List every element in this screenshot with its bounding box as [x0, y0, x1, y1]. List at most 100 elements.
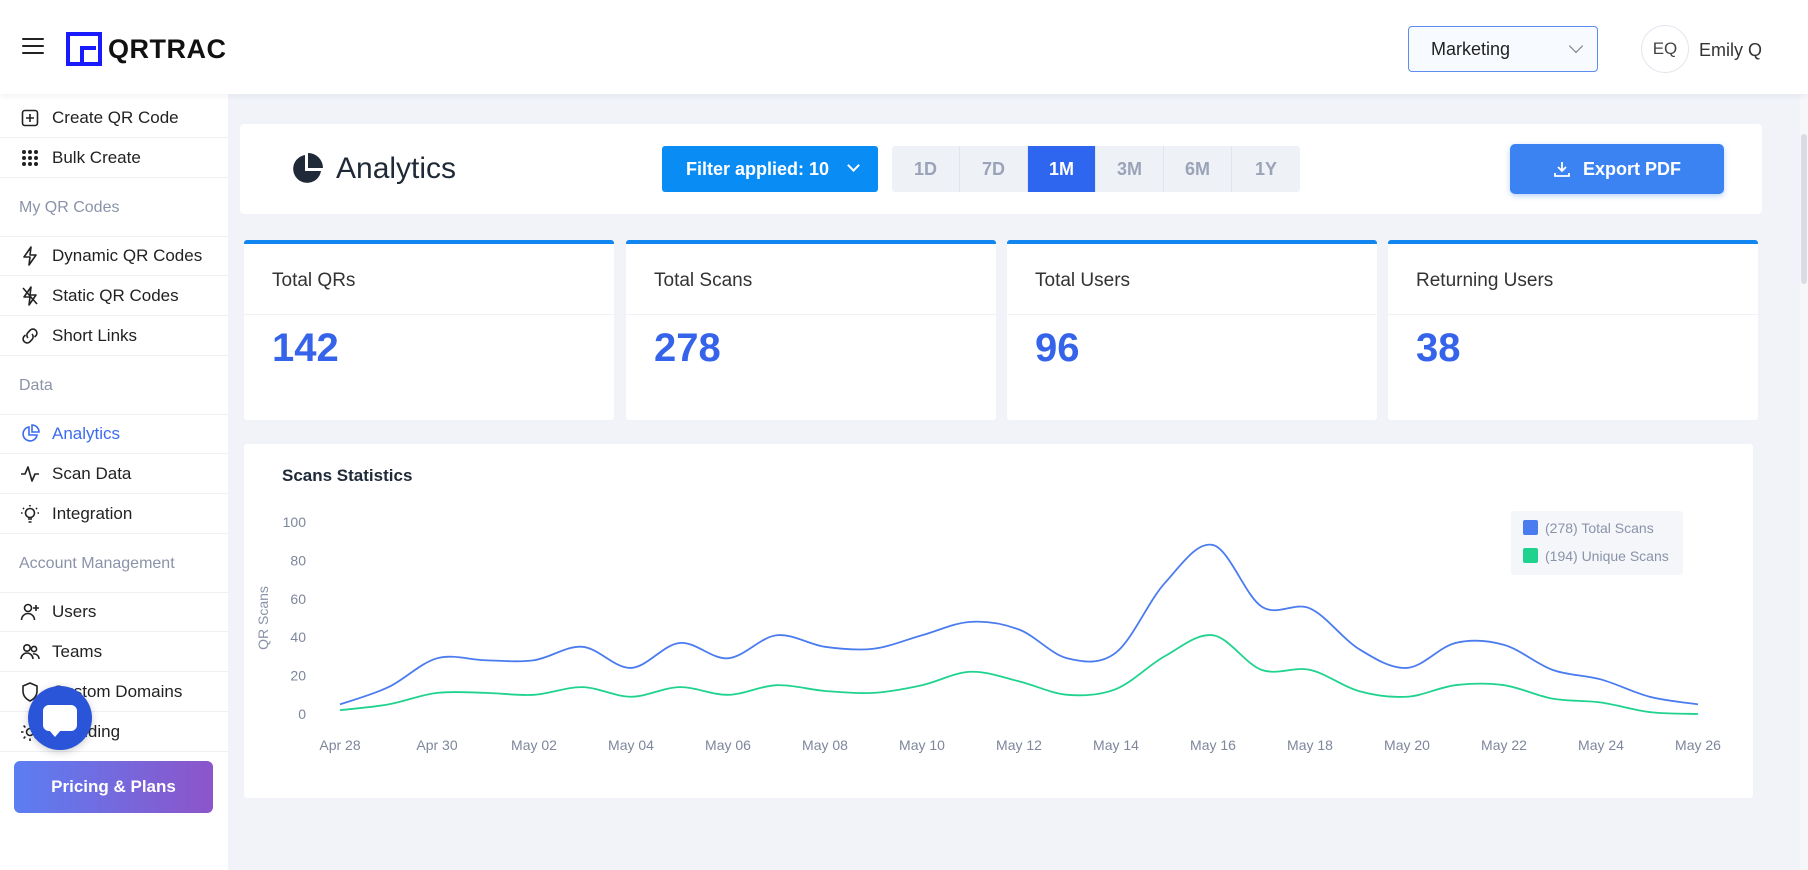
avatar[interactable]: EQ: [1641, 25, 1689, 73]
sidebar-item-label: Scan Data: [52, 463, 132, 483]
sidebar-item-teams[interactable]: Teams: [0, 632, 228, 672]
y-tick-label: 80: [290, 552, 306, 568]
chevron-down-icon: [847, 159, 860, 172]
x-tick-label: May 02: [511, 737, 557, 753]
sidebar-item-label: Dynamic QR Codes: [52, 246, 203, 265]
legend-entry: (278) Total Scans: [1545, 520, 1654, 536]
shield-icon: [20, 681, 40, 702]
section-account-management: Account Management: [19, 555, 175, 572]
sidebar-item-analytics[interactable]: Analytics: [0, 414, 228, 454]
y-tick-label: 40: [290, 629, 306, 645]
stat-value: 278: [654, 326, 721, 370]
plus-square-icon: [20, 108, 40, 128]
activity-icon: [20, 464, 40, 484]
stat-value: 38: [1416, 326, 1461, 370]
range-1d-button[interactable]: 1D: [892, 146, 960, 192]
stat-label: Total Users: [1035, 270, 1131, 291]
range-1y-button[interactable]: 1Y: [1254, 158, 1278, 179]
range-6m-button[interactable]: 6M: [1164, 146, 1232, 192]
logo-text: QRTRAC: [108, 33, 227, 64]
sidebar-item-integration[interactable]: Integration: [0, 494, 228, 534]
y-tick-label: 0: [298, 706, 306, 722]
lightning-icon: [20, 246, 40, 266]
section-my-qr-codes: My QR Codes: [19, 199, 120, 216]
legend-swatch: [1523, 548, 1538, 563]
range-7d-button[interactable]: 7D: [960, 146, 1028, 192]
chat-bubble-icon[interactable]: [28, 686, 92, 750]
series-line-total-scans: [339, 543, 1699, 706]
stat-value: 96: [1035, 326, 1080, 370]
user-name[interactable]: Emily Q: [1699, 40, 1762, 60]
avatar-initials: EQ: [1652, 39, 1678, 58]
range-3m-button[interactable]: 3M: [1096, 146, 1164, 192]
x-tick-label: May 04: [608, 737, 654, 753]
sidebar-item-short-links[interactable]: Short Links: [0, 316, 228, 356]
export-pdf-button[interactable]: Export PDF: [1510, 144, 1724, 194]
sidebar-item-custom-domains[interactable]: Custom Domains: [0, 672, 228, 712]
stat-label: Total Scans: [654, 270, 753, 291]
menu-icon[interactable]: [22, 38, 44, 54]
sidebar-item-label: Static QR Codes: [52, 285, 179, 305]
filter-dropdown-button[interactable]: Filter applied: 10: [662, 146, 878, 192]
top-header: QRTRAC Marketing EQ Emily Q: [0, 0, 1808, 94]
x-tick-label: May 14: [1093, 737, 1139, 753]
stat-card-returning-users: Returning Users 38: [1388, 240, 1758, 420]
pie-chart-icon: [293, 153, 323, 183]
x-tick-label: May 20: [1384, 737, 1430, 753]
x-tick-label: May 12: [996, 737, 1042, 753]
stat-value: 142: [272, 326, 339, 370]
analytics-toolbar: Analytics Filter applied: 10 1D 7D 1M 3M…: [240, 124, 1762, 214]
download-icon: [1554, 162, 1570, 177]
stat-card-total-qrs: Total QRs 142: [244, 240, 614, 420]
page-scrollbar[interactable]: [1800, 94, 1808, 870]
workspace-select[interactable]: Marketing: [1408, 26, 1598, 72]
sidebar-item-dynamic-qr-codes[interactable]: Dynamic QR Codes: [0, 236, 228, 276]
sidebar-item-label: Users: [52, 602, 97, 621]
page-title: Analytics: [336, 152, 457, 185]
sidebar-item-scan-data[interactable]: Scan Data: [0, 454, 228, 494]
pricing-plans-button[interactable]: Pricing & Plans: [14, 761, 213, 813]
stat-label: Total QRs: [272, 270, 356, 291]
x-tick-label: May 22: [1481, 737, 1527, 753]
export-pdf-label: Export PDF: [1582, 158, 1681, 179]
stat-card-total-scans: Total Scans 278: [626, 240, 996, 420]
user-plus-icon: [20, 602, 40, 622]
x-tick-label: May 06: [705, 737, 751, 753]
chart-title: Scans Statistics: [282, 466, 413, 485]
sidebar-item-create-qr-code[interactable]: Create QR Code: [0, 98, 228, 138]
lightbulb-icon: [20, 504, 40, 524]
legend-box: [1511, 511, 1683, 575]
y-tick-label: 20: [290, 668, 306, 684]
lightning-off-icon: [20, 285, 40, 306]
x-tick-label: May 24: [1578, 737, 1624, 753]
filter-label: Filter applied: 10: [686, 158, 830, 179]
pricing-plans-label: Pricing & Plans: [51, 777, 176, 796]
stat-card-total-users: Total Users 96: [1007, 240, 1377, 420]
sidebar-item-label: Teams: [52, 641, 103, 661]
sidebar-item-bulk-create[interactable]: Bulk Create: [0, 138, 228, 178]
legend-entry: (194) Unique Scans: [1545, 548, 1669, 564]
x-tick-label: May 08: [802, 737, 848, 753]
y-tick-label: 60: [290, 591, 306, 607]
x-tick-label: Apr 30: [416, 737, 457, 753]
pie-chart-icon: [20, 424, 40, 444]
sidebar-item-users[interactable]: Users: [0, 592, 228, 632]
grid-icon: [20, 148, 40, 168]
x-tick-label: May 26: [1675, 737, 1721, 753]
logo[interactable]: QRTRAC: [66, 32, 227, 66]
users-icon: [20, 642, 40, 662]
section-data: Data: [19, 377, 53, 394]
chart-canvas: 0 20 40 60 80 100 QR Scans Apr 28 Apr 30 May 02 Ma…: [255, 511, 1721, 753]
sidebar-item-label: Integration: [52, 503, 133, 523]
stat-label: Returning Users: [1416, 270, 1554, 291]
sidebar-item-label: Create QR Code: [52, 107, 179, 127]
sidebar-item-static-qr-codes[interactable]: Static QR Codes: [0, 276, 228, 316]
sidebar-item-label: Analytics: [52, 424, 121, 443]
x-tick-label: May 16: [1190, 737, 1236, 753]
x-tick-label: Apr 28: [319, 737, 360, 753]
sidebar: Create QR Code Bulk Create My QR Codes D…: [0, 94, 228, 870]
range-1m-button[interactable]: 1M: [1028, 146, 1096, 192]
chevron-down-icon: [1568, 38, 1584, 54]
x-tick-label: May 18: [1287, 737, 1333, 753]
sidebar-item-label: Short Links: [52, 325, 138, 345]
